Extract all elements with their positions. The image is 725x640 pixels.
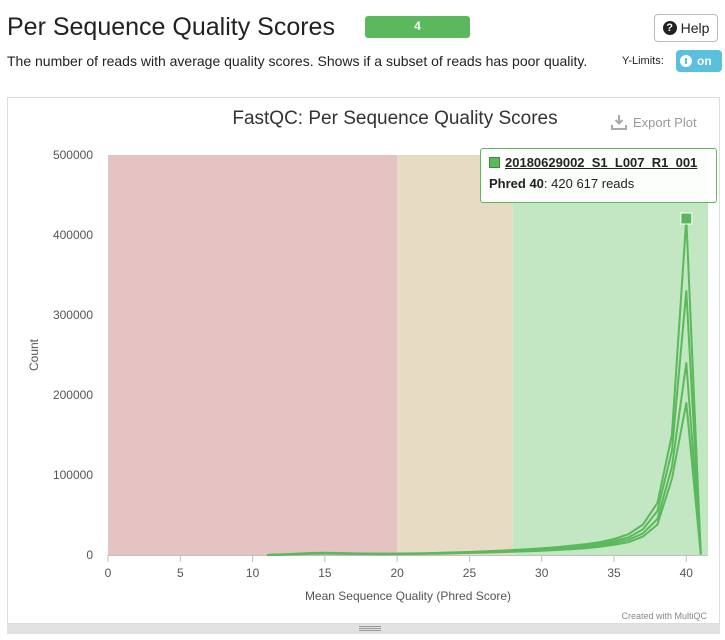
x-axis-ticks: 0 5 10 15 20 25 30 35 40 xyxy=(105,555,708,580)
series-lines xyxy=(266,217,702,556)
chart-credit: Created with MultiQC xyxy=(621,611,707,621)
band-fail xyxy=(108,155,398,555)
x-axis-label: Mean Sequence Quality (Phred Score) xyxy=(305,589,511,603)
section-title: Per Sequence Quality Scores xyxy=(7,13,335,41)
data-tooltip: 20180629002_S1_L007_R1_001 Phred 40: 420… xyxy=(480,148,717,203)
chart-title: FastQC: Per Sequence Quality Scores xyxy=(232,108,557,129)
series-line-4[interactable] xyxy=(266,402,702,556)
y-tick-label: 200000 xyxy=(53,388,93,402)
tooltip-metric: Phred 40 xyxy=(489,176,544,191)
plot-resize-handle[interactable] xyxy=(7,624,720,634)
highlight-marker[interactable] xyxy=(680,212,693,225)
x-tick-label: 25 xyxy=(463,566,477,580)
y-tick-label: 0 xyxy=(86,548,93,562)
x-tick-label: 0 xyxy=(105,566,112,580)
y-axis-ticks: 0 100000 200000 300000 400000 500000 xyxy=(53,148,93,562)
y-axis-label: Count xyxy=(27,338,41,371)
x-tick-label: 40 xyxy=(680,566,694,580)
section-description: The number of reads with average quality… xyxy=(7,53,588,69)
ylimits-toggle[interactable]: on xyxy=(676,50,722,72)
x-tick-label: 30 xyxy=(535,566,549,580)
download-icon xyxy=(611,115,627,130)
sample-count-badge: 4 xyxy=(365,16,470,38)
tooltip-swatch xyxy=(489,157,500,168)
y-tick-label: 300000 xyxy=(53,308,93,322)
help-icon: ? xyxy=(662,21,677,35)
tooltip-value: : 420 617 reads xyxy=(543,176,635,191)
help-button-label: Help xyxy=(680,20,710,36)
band-pass xyxy=(512,155,708,555)
x-tick-label: 5 xyxy=(177,566,184,580)
grip-icon xyxy=(359,626,381,631)
export-plot-button[interactable]: Export Plot xyxy=(611,114,697,130)
x-tick-label: 20 xyxy=(390,566,404,580)
x-tick-label: 10 xyxy=(246,566,260,580)
tooltip-sample-name: 20180629002_S1_L007_R1_001 xyxy=(505,155,698,170)
quality-bands xyxy=(108,155,708,555)
y-tick-label: 100000 xyxy=(53,468,93,482)
help-button[interactable]: ? Help xyxy=(654,14,718,42)
y-tick-label: 400000 xyxy=(53,228,93,242)
band-warn xyxy=(397,155,513,555)
x-tick-label: 35 xyxy=(607,566,621,580)
ylimits-label: Y-Limits: xyxy=(622,55,664,67)
y-tick-label: 500000 xyxy=(53,148,93,162)
section-header: Per Sequence Quality Scores 4 ? Help The… xyxy=(0,0,725,95)
ylimits-toggle-label: on xyxy=(697,54,712,68)
export-plot-label: Export Plot xyxy=(633,114,697,130)
x-tick-label: 15 xyxy=(318,566,332,580)
toggle-knob-icon xyxy=(680,55,692,67)
